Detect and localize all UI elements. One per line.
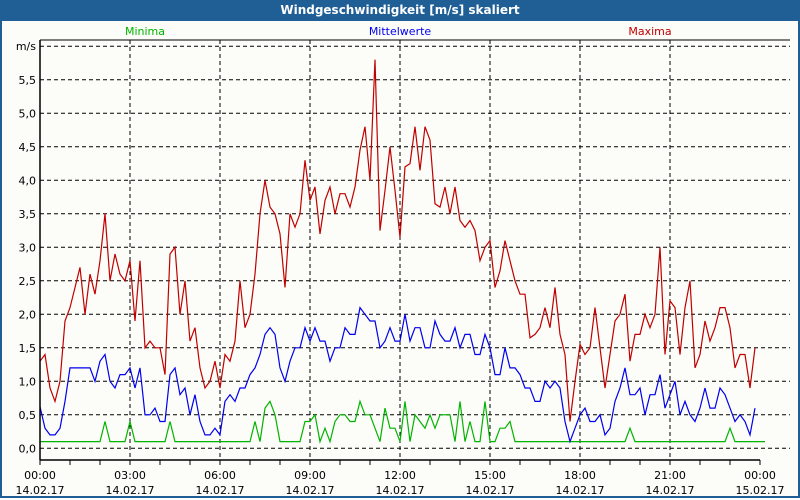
series xyxy=(39,59,765,444)
x-tick-time: 18:00 xyxy=(564,469,596,482)
x-tick-date: 14.02.17 xyxy=(106,484,155,497)
x-tick-time: 15:00 xyxy=(474,469,506,482)
x-tick-time: 06:00 xyxy=(204,469,236,482)
series-line-maxima xyxy=(39,59,756,422)
x-tick-date: 14.02.17 xyxy=(646,484,695,497)
y-axis-unit: m/s xyxy=(16,40,36,53)
x-tick-time: 03:00 xyxy=(114,469,146,482)
window-title: Windgeschwindigkeit [m/s] skaliert xyxy=(0,0,800,21)
y-tick-label: 0,0 xyxy=(19,442,37,455)
y-tick-label: 1,5 xyxy=(19,342,37,355)
x-axis-labels: 00:00 14.02.17 03:00 14.02.17 06:00 14.02.17 0… xyxy=(16,469,785,497)
x-tick-date: 14.02.17 xyxy=(466,484,515,497)
x-tick-time: 00:00 xyxy=(24,469,56,482)
x-tick-date: 14.02.17 xyxy=(196,484,245,497)
y-tick-label: 4,5 xyxy=(19,141,37,154)
y-tick-label: 1,0 xyxy=(19,375,37,388)
x-tick-time: 12:00 xyxy=(384,469,416,482)
axes xyxy=(39,39,790,461)
grid xyxy=(39,40,790,465)
legend-minima: Minima xyxy=(125,25,165,38)
x-tick-date: 14.02.17 xyxy=(16,484,65,497)
x-tick-time: 00:00 xyxy=(744,469,776,482)
y-axis-labels: m/s 0,0 0,5 1,0 1,5 2,0 2,5 3,0 3,5 4,0 4,5 5,0 5,5 xyxy=(16,40,36,455)
x-tick-time: 09:00 xyxy=(294,469,326,482)
x-tick-time: 21:00 xyxy=(654,469,686,482)
y-tick-label: 2,5 xyxy=(19,275,37,288)
x-tick-date: 15.02.17 xyxy=(736,484,785,497)
y-tick-label: 5,0 xyxy=(19,107,37,120)
y-tick-label: 5,5 xyxy=(19,74,37,87)
y-tick-label: 3,0 xyxy=(19,241,37,254)
x-tick-date: 14.02.17 xyxy=(286,484,335,497)
y-tick-label: 2,0 xyxy=(19,308,37,321)
y-tick-label: 4,0 xyxy=(19,174,37,187)
y-tick-label: 0,5 xyxy=(19,409,37,422)
series-line-minima xyxy=(40,399,765,444)
x-tick-date: 14.02.17 xyxy=(556,484,605,497)
legend-maxima: Maxima xyxy=(628,25,671,38)
series-line-mittelwerte xyxy=(39,306,756,444)
y-tick-label: 3,5 xyxy=(19,208,37,221)
x-tick-date: 14.02.17 xyxy=(376,484,425,497)
legend: Minima Mittelwerte Maxima xyxy=(125,25,672,38)
legend-mittelwerte: Mittelwerte xyxy=(369,25,432,38)
